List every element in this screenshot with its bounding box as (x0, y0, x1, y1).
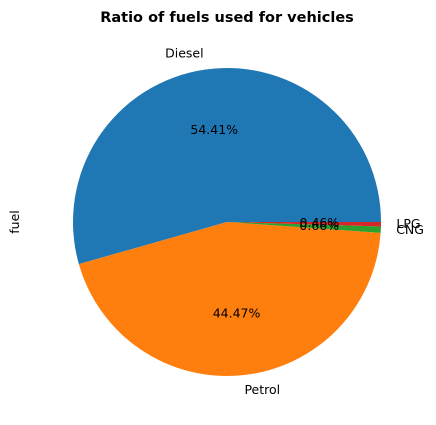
chart-title: Ratio of fuels used for vehicles (100, 10, 354, 26)
pie-slices (73, 68, 381, 377)
pie-labels: Diesel 54.41% Petrol 44.47% CNG 0.66% LPG 0.46% (165, 46, 424, 397)
pct-label-diesel: 54.41% (190, 122, 238, 137)
slice-label-lpg: LPG (396, 216, 420, 231)
pct-label-petrol: 44.47% (213, 305, 261, 320)
pie-slice-cng (227, 222, 381, 233)
slice-label-petrol: Petrol (244, 382, 280, 397)
pie-slice-petrol (78, 222, 381, 377)
slice-label-cng: CNG (396, 222, 424, 237)
pct-label-cng: 0.66% (299, 218, 339, 233)
pie-slice-lpg (227, 222, 381, 227)
y-axis-label: fuel (7, 210, 22, 234)
slice-label-diesel: Diesel (165, 46, 203, 61)
pct-label-lpg: 0.46% (300, 215, 340, 230)
pie-slice-diesel (73, 68, 381, 265)
